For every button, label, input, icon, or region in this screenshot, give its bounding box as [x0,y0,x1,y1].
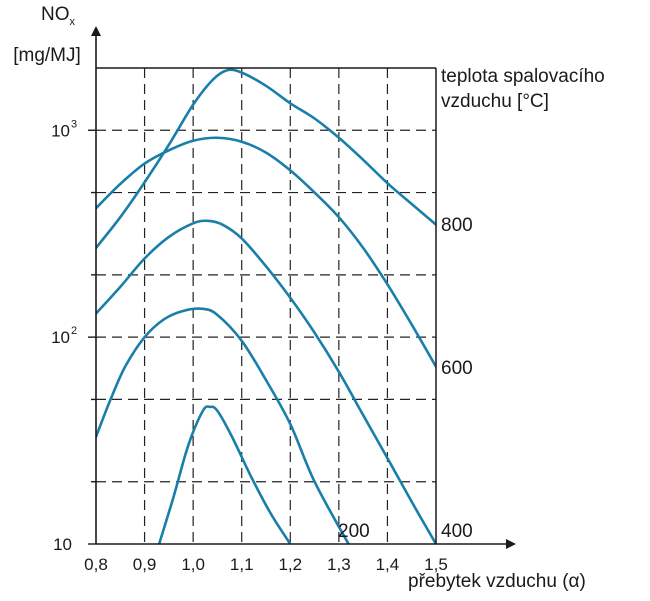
y-tick-label: 10 [51,328,70,347]
y-axis-unit: [mg/MJ] [13,45,81,66]
series-line [96,309,349,544]
x-tick-label: 1,2 [278,555,302,574]
grid [96,68,436,544]
series-label: 600 [441,358,473,379]
x-axis-title: přebytek vzduchu (α) [408,571,586,592]
y-axis-title-subscript: x [70,16,76,28]
series-label: 800 [441,215,473,236]
series-line [96,138,436,367]
x-tick-label: 1,1 [230,555,254,574]
legend-title-line1: teplota spalovacího [441,66,605,87]
x-tick-label: 0,9 [133,555,157,574]
y-tick-label: 10 [51,121,70,140]
y-tick-label: 10 [53,535,72,554]
x-tick-label: 0,8 [84,555,108,574]
series-line [159,406,290,544]
x-tick-label: 1,0 [181,555,205,574]
series-line [96,70,436,248]
y-axis-title-main: NO [41,4,70,25]
y-tick-exponent: 3 [71,118,77,130]
series-label: 200 [338,521,370,542]
series-label: 400 [441,521,473,542]
y-axis-title: NOx [41,4,76,28]
y-tick-exponent: 2 [71,325,77,337]
curves [96,70,436,544]
x-tick-label: 1,4 [376,555,400,574]
legend-title-line2: vzduchu [°C] [441,91,549,112]
x-tick-label: 1,3 [327,555,351,574]
x-tick-labels: 0,8 0,9 1,0 1,1 1,2 1,3 1,4 1,5 [84,555,448,574]
